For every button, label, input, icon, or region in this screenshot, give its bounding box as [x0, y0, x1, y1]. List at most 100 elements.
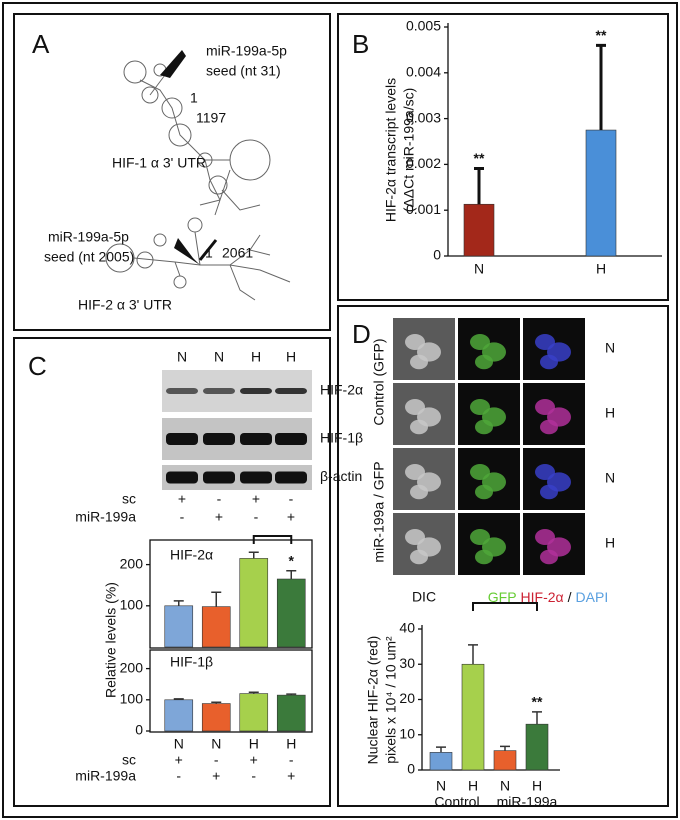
blot-band	[275, 471, 307, 484]
lane-label: N	[214, 349, 224, 365]
cell	[475, 549, 493, 565]
x-tick-label: N	[500, 778, 510, 794]
panel-label: B	[352, 29, 369, 59]
blot-band	[240, 433, 272, 445]
pointer	[198, 239, 218, 261]
annotation: seed (nt 2005)	[44, 249, 134, 265]
error-bar	[596, 43, 606, 131]
annotation: HIF-1 α 3' UTR	[112, 155, 206, 171]
cell	[540, 484, 558, 500]
row-sign: +	[215, 509, 223, 525]
x-tick-label: H	[468, 778, 478, 794]
annotation: 1197	[196, 110, 226, 126]
error-bar	[173, 698, 184, 700]
group-label: miR-199a	[497, 794, 558, 810]
bar	[585, 129, 617, 257]
annotation: 1	[190, 90, 198, 106]
error-bar	[173, 600, 184, 606]
y-tick-label: 0.001	[406, 201, 441, 217]
bar	[461, 663, 485, 771]
y-tick-label: 100	[120, 597, 144, 613]
bar	[525, 723, 549, 771]
bar	[164, 699, 194, 732]
y-tick-label: 0	[407, 761, 415, 777]
annotation: 1	[205, 245, 213, 261]
row-label: H	[605, 405, 615, 421]
y-tick-label: 200	[120, 659, 144, 675]
blot-band	[275, 388, 307, 394]
row-sign: -	[176, 768, 181, 784]
row-sign: -	[217, 491, 222, 507]
row-sign: +	[212, 768, 220, 784]
chart-title: HIF-1β	[170, 654, 213, 670]
error-bar	[248, 691, 259, 694]
row-sign: -	[289, 752, 294, 768]
group-label: Control (GFP)	[371, 338, 387, 425]
row-sign: -	[180, 509, 185, 525]
annotation: seed (nt 31)	[206, 63, 281, 79]
x-tick-label: N	[211, 736, 221, 752]
group-label: miR-199a / GFP	[371, 461, 387, 562]
lane-label: N	[177, 349, 187, 365]
rna-structure	[105, 60, 291, 301]
bar	[239, 558, 269, 648]
error-bar	[532, 711, 542, 725]
row-label: sc	[122, 491, 136, 507]
y-tick-label: 20	[399, 690, 415, 706]
row-sign: -	[289, 491, 294, 507]
bar	[239, 693, 269, 732]
bar	[429, 752, 453, 771]
band-label: HIF-2α	[320, 382, 363, 398]
y-axis-label: Nuclear HIF-2α (red)	[365, 636, 381, 765]
row-sign: -	[254, 509, 259, 525]
y-axis-label: HIF-2α transcript levels	[383, 78, 399, 222]
row-label: miR-199a	[75, 509, 136, 525]
blot-band	[166, 388, 198, 394]
cell	[475, 354, 493, 370]
cell	[410, 549, 428, 565]
stain-label: DAPI	[576, 589, 609, 605]
x-tick-label: N	[474, 261, 484, 277]
bar	[201, 606, 231, 648]
error-bar	[286, 693, 297, 696]
error-bar	[436, 746, 446, 753]
plot-frame	[149, 649, 313, 733]
y-axis-label: Relative levels (%)	[103, 582, 119, 698]
annotation: **	[532, 694, 543, 710]
bracket	[472, 602, 538, 611]
lane-label: H	[251, 349, 261, 365]
blot-band	[166, 471, 198, 484]
bar	[463, 203, 495, 257]
row-label: sc	[122, 752, 136, 768]
y-tick-label: 100	[120, 691, 144, 707]
annotation: miR-199a-5p	[48, 229, 129, 245]
column-label: DIC	[412, 589, 436, 605]
annotation: **	[474, 150, 485, 166]
annotation: miR-199a-5p	[206, 43, 287, 59]
error-bar	[248, 551, 259, 559]
y-tick-label: 200	[120, 555, 144, 571]
panel-frame	[337, 13, 669, 301]
cell	[540, 354, 558, 370]
blot-band	[203, 433, 235, 445]
x-tick-label: H	[249, 736, 259, 752]
band-label: β-actin	[320, 468, 362, 484]
stain-label: /	[568, 589, 572, 605]
row-label: miR-199a	[75, 768, 136, 784]
cell	[475, 484, 493, 500]
y-tick-label: 0	[433, 247, 441, 263]
annotation: 2061	[222, 245, 253, 261]
y-tick-label: 0	[135, 722, 143, 738]
cell	[540, 549, 558, 565]
row-label: N	[605, 470, 615, 486]
blot-band	[240, 388, 272, 394]
annotation: **	[596, 27, 607, 43]
panel-frame	[13, 13, 331, 331]
x-tick-label: H	[596, 261, 606, 277]
band-label: HIF-1β	[320, 430, 363, 446]
panel-frame	[13, 337, 331, 807]
column-label: GFP HIF-2α / DAPI	[488, 589, 608, 605]
y-tick-label: 40	[399, 620, 415, 636]
y-tick-label: 0.004	[406, 64, 441, 80]
